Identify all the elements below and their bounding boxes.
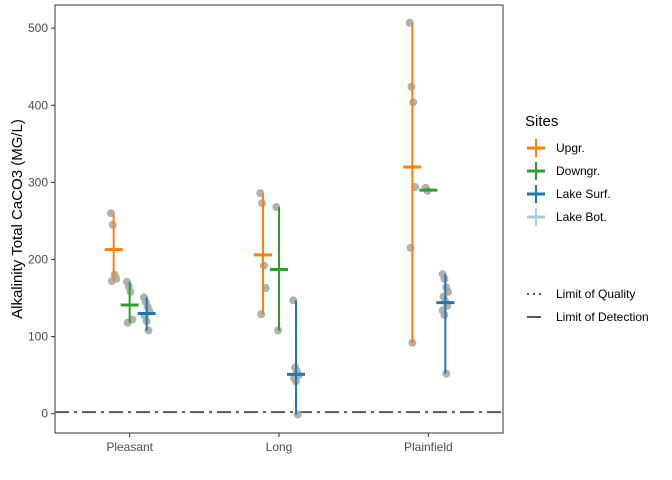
legend-sites: Upgr. Downgr. Lake Surf. Lake Bot. — [527, 139, 611, 226]
y-axis: 0 100 200 300 400 500 — [28, 21, 55, 421]
legend-ref-label: Limit of Detection — [556, 310, 649, 324]
range-bars — [104, 22, 455, 415]
legend-ref-label: Limit of Quality — [556, 287, 635, 301]
data-point — [107, 277, 116, 286]
y-axis-title: Alkalinity Total CaCO3 (MG/L) — [9, 119, 26, 319]
legend-item: Downgr. — [527, 162, 600, 180]
legend-ref-item: Limit of Detection — [527, 310, 649, 324]
y-tick-label: 0 — [41, 407, 48, 421]
y-tick-label: 300 — [28, 175, 48, 189]
legend-label: Lake Bot. — [556, 210, 607, 224]
legend: Sites Upgr. Downgr. Lake Surf. Lake Bot. Li… — [525, 113, 649, 324]
legend-ref-item: Limit of Quality — [527, 287, 635, 301]
legend-item: Lake Surf. — [527, 185, 611, 203]
y-tick-label: 400 — [28, 98, 48, 112]
data-point — [144, 326, 153, 335]
y-tick-label: 200 — [28, 252, 48, 266]
legend-title: Sites — [525, 113, 558, 130]
legend-reference-lines: Limit of Quality Limit of Detection — [527, 287, 649, 324]
legend-item: Upgr. — [527, 139, 585, 157]
x-axis: Pleasant Long Plainfield — [106, 433, 453, 454]
legend-label: Upgr. — [556, 141, 585, 155]
y-tick-label: 100 — [28, 330, 48, 344]
y-tick-label: 500 — [28, 21, 48, 35]
legend-label: Downgr. — [556, 164, 600, 178]
x-tick-label: Plainfield — [404, 440, 453, 454]
legend-item: Lake Bot. — [527, 208, 607, 226]
legend-label: Lake Surf. — [556, 187, 611, 201]
x-tick-label: Long — [266, 440, 293, 454]
x-tick-label: Pleasant — [106, 440, 153, 454]
